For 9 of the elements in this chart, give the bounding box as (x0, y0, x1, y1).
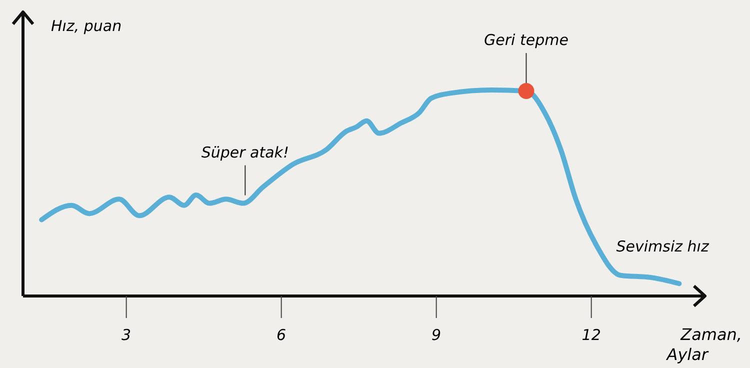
x-tick-label: 6 (276, 326, 286, 344)
annotation: Süper atak! (201, 143, 290, 162)
x-tick-label: 3 (122, 326, 132, 344)
x-tick-label: 9 (432, 326, 442, 344)
x-axis-title: Zaman, Aylar (666, 325, 742, 364)
y-axis-title: Hız, puan (51, 17, 122, 35)
annotation: Sevimsiz hız (616, 237, 710, 256)
annotation: Geri tepme (484, 31, 568, 50)
x-tick-label: 12 (582, 326, 601, 344)
